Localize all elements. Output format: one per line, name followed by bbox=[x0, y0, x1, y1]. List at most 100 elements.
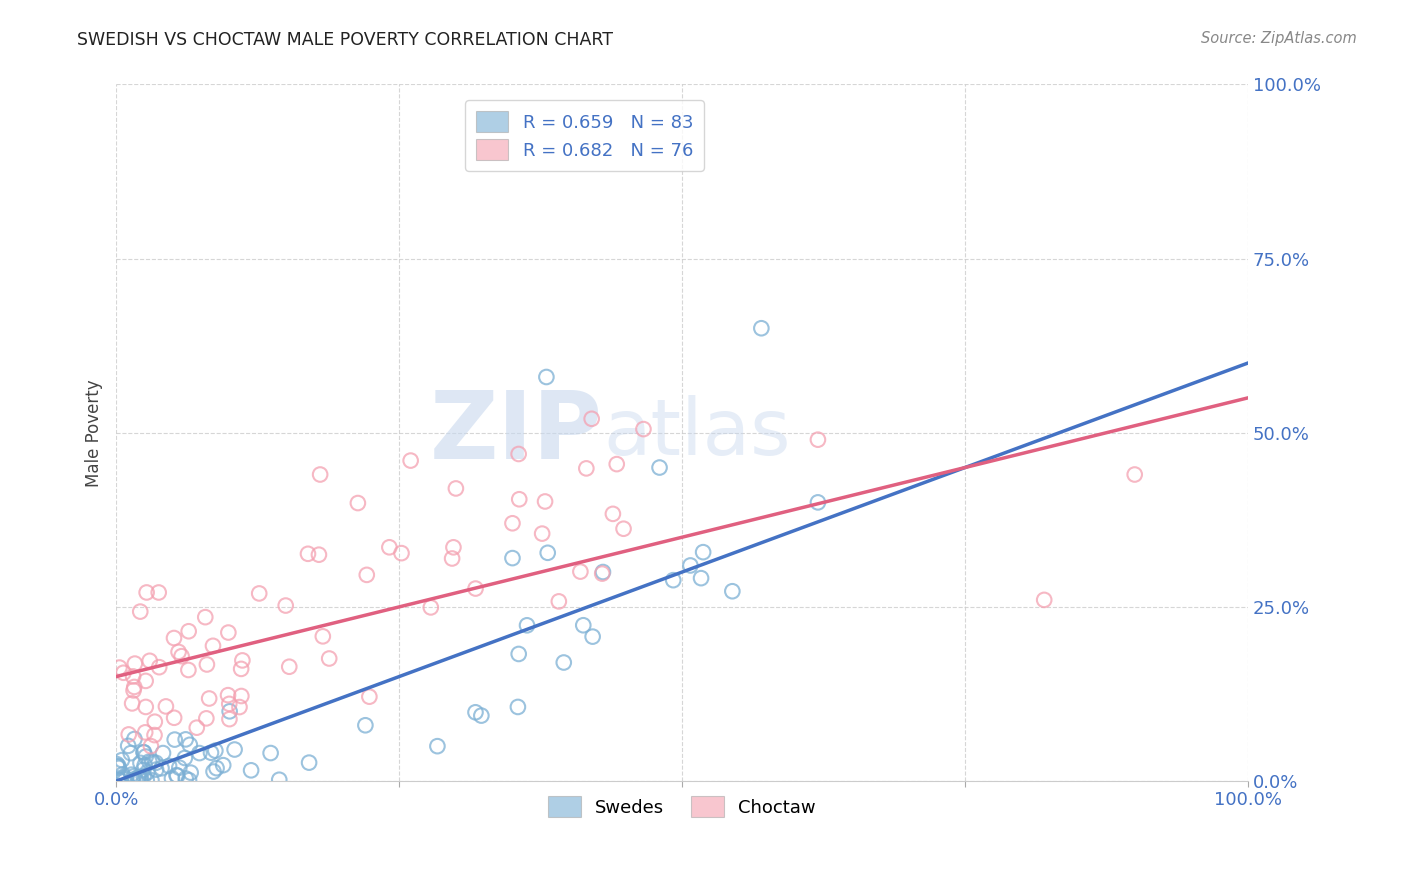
Choctaw bbox=[501, 516, 523, 531]
Choctaw bbox=[155, 699, 177, 714]
Y-axis label: Male Poverty: Male Poverty bbox=[86, 379, 103, 486]
Choctaw bbox=[167, 645, 190, 659]
Swedes bbox=[179, 738, 201, 752]
Swedes bbox=[124, 772, 146, 786]
Choctaw bbox=[378, 541, 401, 555]
Swedes bbox=[536, 370, 558, 384]
Swedes bbox=[205, 761, 228, 775]
Choctaw bbox=[163, 711, 186, 725]
Choctaw bbox=[602, 507, 624, 521]
Swedes bbox=[537, 546, 560, 560]
Choctaw bbox=[198, 691, 221, 706]
Choctaw bbox=[606, 457, 628, 471]
Choctaw bbox=[134, 725, 156, 739]
Choctaw bbox=[218, 712, 240, 726]
Swedes bbox=[807, 495, 830, 509]
Choctaw bbox=[124, 680, 146, 694]
Choctaw bbox=[419, 600, 441, 615]
Swedes bbox=[690, 571, 713, 585]
Swedes bbox=[298, 756, 321, 770]
Swedes bbox=[132, 745, 155, 759]
Choctaw bbox=[308, 548, 330, 562]
Choctaw bbox=[195, 657, 218, 672]
Text: SWEDISH VS CHOCTAW MALE POVERTY CORRELATION CHART: SWEDISH VS CHOCTAW MALE POVERTY CORRELAT… bbox=[77, 31, 613, 49]
Swedes bbox=[129, 756, 152, 770]
Choctaw bbox=[247, 586, 270, 600]
Swedes bbox=[135, 773, 157, 788]
Swedes bbox=[224, 742, 246, 756]
Swedes bbox=[121, 767, 143, 781]
Choctaw bbox=[217, 688, 239, 702]
Swedes bbox=[582, 630, 605, 644]
Swedes bbox=[692, 545, 714, 559]
Swedes bbox=[240, 764, 263, 778]
Swedes bbox=[108, 772, 131, 787]
Choctaw bbox=[359, 690, 381, 704]
Choctaw bbox=[231, 689, 253, 703]
Choctaw bbox=[148, 585, 170, 599]
Swedes bbox=[108, 773, 131, 788]
Swedes bbox=[107, 761, 129, 775]
Swedes bbox=[188, 746, 211, 760]
Choctaw bbox=[569, 565, 592, 579]
Text: Source: ZipAtlas.com: Source: ZipAtlas.com bbox=[1201, 31, 1357, 46]
Choctaw bbox=[547, 594, 569, 608]
Swedes bbox=[138, 755, 160, 769]
Choctaw bbox=[135, 700, 157, 714]
Swedes bbox=[111, 753, 134, 767]
Swedes bbox=[200, 746, 222, 760]
Swedes bbox=[501, 551, 523, 566]
Choctaw bbox=[444, 482, 467, 496]
Swedes bbox=[180, 765, 202, 780]
Choctaw bbox=[231, 653, 253, 667]
Swedes bbox=[553, 656, 575, 670]
Swedes bbox=[721, 584, 744, 599]
Swedes bbox=[174, 772, 197, 786]
Choctaw bbox=[177, 624, 200, 639]
Swedes bbox=[150, 761, 173, 775]
Swedes bbox=[128, 770, 150, 784]
Choctaw bbox=[112, 665, 135, 680]
Choctaw bbox=[1123, 467, 1146, 482]
Choctaw bbox=[129, 605, 152, 619]
Choctaw bbox=[297, 547, 319, 561]
Swedes bbox=[132, 745, 155, 759]
Choctaw bbox=[1033, 593, 1056, 607]
Swedes bbox=[177, 773, 200, 788]
Choctaw bbox=[218, 697, 240, 711]
Choctaw bbox=[163, 631, 186, 645]
Swedes bbox=[508, 647, 530, 661]
Swedes bbox=[122, 769, 145, 783]
Swedes bbox=[132, 769, 155, 783]
Swedes bbox=[648, 460, 671, 475]
Swedes bbox=[269, 772, 291, 787]
Swedes bbox=[157, 759, 180, 773]
Swedes bbox=[135, 749, 157, 764]
Choctaw bbox=[139, 739, 162, 754]
Choctaw bbox=[441, 551, 464, 566]
Swedes bbox=[145, 763, 167, 777]
Choctaw bbox=[274, 599, 297, 613]
Choctaw bbox=[217, 625, 239, 640]
Swedes bbox=[212, 758, 235, 772]
Choctaw bbox=[143, 714, 166, 729]
Choctaw bbox=[201, 639, 224, 653]
Swedes bbox=[166, 769, 188, 783]
Swedes bbox=[464, 706, 486, 720]
Choctaw bbox=[231, 662, 253, 676]
Swedes bbox=[572, 618, 595, 632]
Choctaw bbox=[581, 411, 603, 425]
Choctaw bbox=[121, 697, 143, 711]
Swedes bbox=[121, 773, 143, 788]
Swedes bbox=[134, 758, 156, 772]
Swedes bbox=[506, 700, 529, 714]
Choctaw bbox=[534, 494, 557, 508]
Swedes bbox=[105, 759, 128, 773]
Choctaw bbox=[143, 728, 166, 742]
Choctaw bbox=[399, 453, 422, 467]
Choctaw bbox=[807, 433, 830, 447]
Swedes bbox=[592, 565, 614, 579]
Choctaw bbox=[122, 669, 145, 683]
Swedes bbox=[107, 759, 129, 773]
Choctaw bbox=[318, 651, 340, 665]
